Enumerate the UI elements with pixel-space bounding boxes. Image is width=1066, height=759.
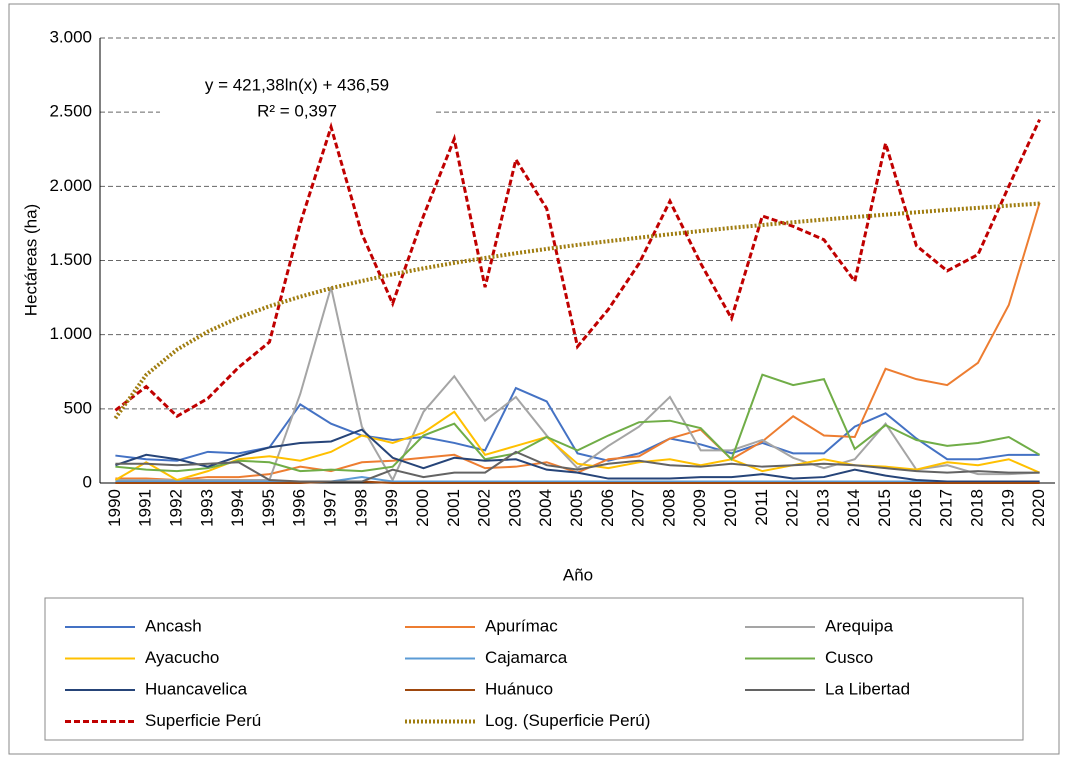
series-line [115,428,1040,483]
x-tick-label: 2016 [906,489,925,527]
legend-label: Apurímac [485,616,558,635]
series-line [114,410,1040,482]
x-tick-label: 1992 [167,489,186,527]
x-tick-label: 2006 [598,489,617,527]
series-line [115,450,1040,483]
y-tick-label: 1.500 [49,250,92,269]
series-line [113,201,1040,420]
x-tick-label: 2010 [721,489,740,527]
x-tick-label: 2008 [659,489,678,527]
x-tick-label: 2005 [567,489,586,527]
y-tick-label: 2.000 [49,176,92,195]
x-tick-label: 2001 [444,489,463,527]
x-tick-label: 2002 [475,489,494,527]
legend-label: Ayacucho [145,648,219,667]
x-tick-label: 2014 [844,489,863,527]
x-tick-label: 1990 [105,489,124,527]
series-line [115,476,1040,483]
legend-label: Cusco [825,648,873,667]
legend-label: Ancash [145,616,202,635]
series-line [115,480,1040,484]
x-tick-label: 1994 [228,489,247,527]
y-tick-label: 1.000 [49,324,92,343]
x-tick-label: 2003 [505,489,524,527]
y-tick-label: 0 [83,472,92,491]
annotation-bg [160,70,435,126]
legend-label: Huancavelica [145,679,248,698]
legend-label: La Libertad [825,679,910,698]
legend-label: Cajamarca [485,648,568,667]
x-tick-label: 1998 [351,489,370,527]
x-tick-label: 1997 [321,489,340,527]
x-tick-label: 2020 [1029,489,1048,527]
chart-border [8,3,1060,755]
x-tick-label: 1999 [382,489,401,527]
x-tick-label: 1996 [290,489,309,527]
legend-label: Log. (Superficie Perú) [485,711,650,730]
x-tick-label: 1991 [136,489,155,527]
x-tick-label: 2018 [967,489,986,527]
series-line [115,373,1041,473]
x-tick-label: 2009 [690,489,709,527]
legend-label: Huánuco [485,679,553,698]
x-tick-label: 2012 [783,489,802,527]
x-tick-label: 2015 [875,489,894,527]
legend-label: Arequipa [825,616,894,635]
x-tick-label: 2007 [629,489,648,527]
y-tick-label: 2.500 [49,102,92,121]
annotation: R² = 0,397 [257,101,337,120]
y-axis-label: Hectáreas (ha) [21,204,40,316]
x-tick-label: 2004 [536,489,555,527]
x-tick-label: 2011 [752,489,771,526]
x-tick-label: 2013 [813,489,832,527]
annotation: y = 421,38ln(x) + 436,59 [205,75,389,94]
legend-label: Superficie Perú [145,711,261,730]
x-tick-label: 1993 [197,489,216,527]
x-axis-label: Año [563,565,593,584]
y-tick-label: 500 [64,398,92,417]
legend [44,597,1024,741]
x-tick-label: 2017 [937,489,956,527]
x-tick-label: 2019 [998,489,1017,527]
y-tick-label: 3.000 [49,27,92,46]
x-tick-label: 2000 [413,489,432,527]
series-line [114,118,1041,419]
x-tick-label: 1995 [259,489,278,527]
